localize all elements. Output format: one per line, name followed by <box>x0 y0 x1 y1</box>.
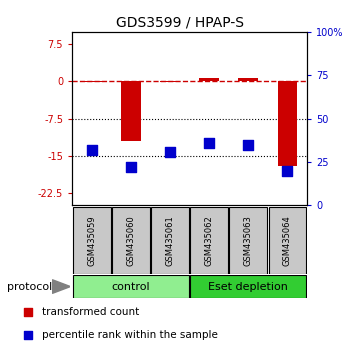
Text: GSM435060: GSM435060 <box>126 215 135 266</box>
Text: GSM435062: GSM435062 <box>205 215 214 266</box>
Text: transformed count: transformed count <box>42 307 139 317</box>
Bar <box>190 275 306 298</box>
Point <box>206 140 212 146</box>
Bar <box>82 81 101 82</box>
Text: GSM435059: GSM435059 <box>87 215 96 266</box>
Text: GDS3599 / HPAP-S: GDS3599 / HPAP-S <box>117 16 244 30</box>
Bar <box>190 207 228 274</box>
Bar <box>278 81 297 166</box>
Point <box>245 142 251 147</box>
Point <box>25 309 31 315</box>
Text: percentile rank within the sample: percentile rank within the sample <box>42 330 218 340</box>
Text: Eset depletion: Eset depletion <box>208 281 288 292</box>
Polygon shape <box>52 280 70 293</box>
Text: GSM435061: GSM435061 <box>165 215 174 266</box>
Point <box>128 164 134 170</box>
Text: protocol: protocol <box>7 281 52 292</box>
Bar <box>160 81 180 82</box>
Bar <box>112 207 149 274</box>
Point <box>167 149 173 154</box>
Point <box>89 147 95 153</box>
Bar <box>230 207 267 274</box>
Bar <box>151 207 189 274</box>
Text: GSM435063: GSM435063 <box>244 215 253 266</box>
Bar <box>73 207 110 274</box>
Text: GSM435064: GSM435064 <box>283 215 292 266</box>
Bar <box>121 81 141 141</box>
Bar <box>269 207 306 274</box>
Text: control: control <box>112 281 150 292</box>
Bar <box>73 275 189 298</box>
Bar <box>199 79 219 81</box>
Point <box>284 168 290 173</box>
Bar <box>238 78 258 81</box>
Point <box>25 332 31 338</box>
